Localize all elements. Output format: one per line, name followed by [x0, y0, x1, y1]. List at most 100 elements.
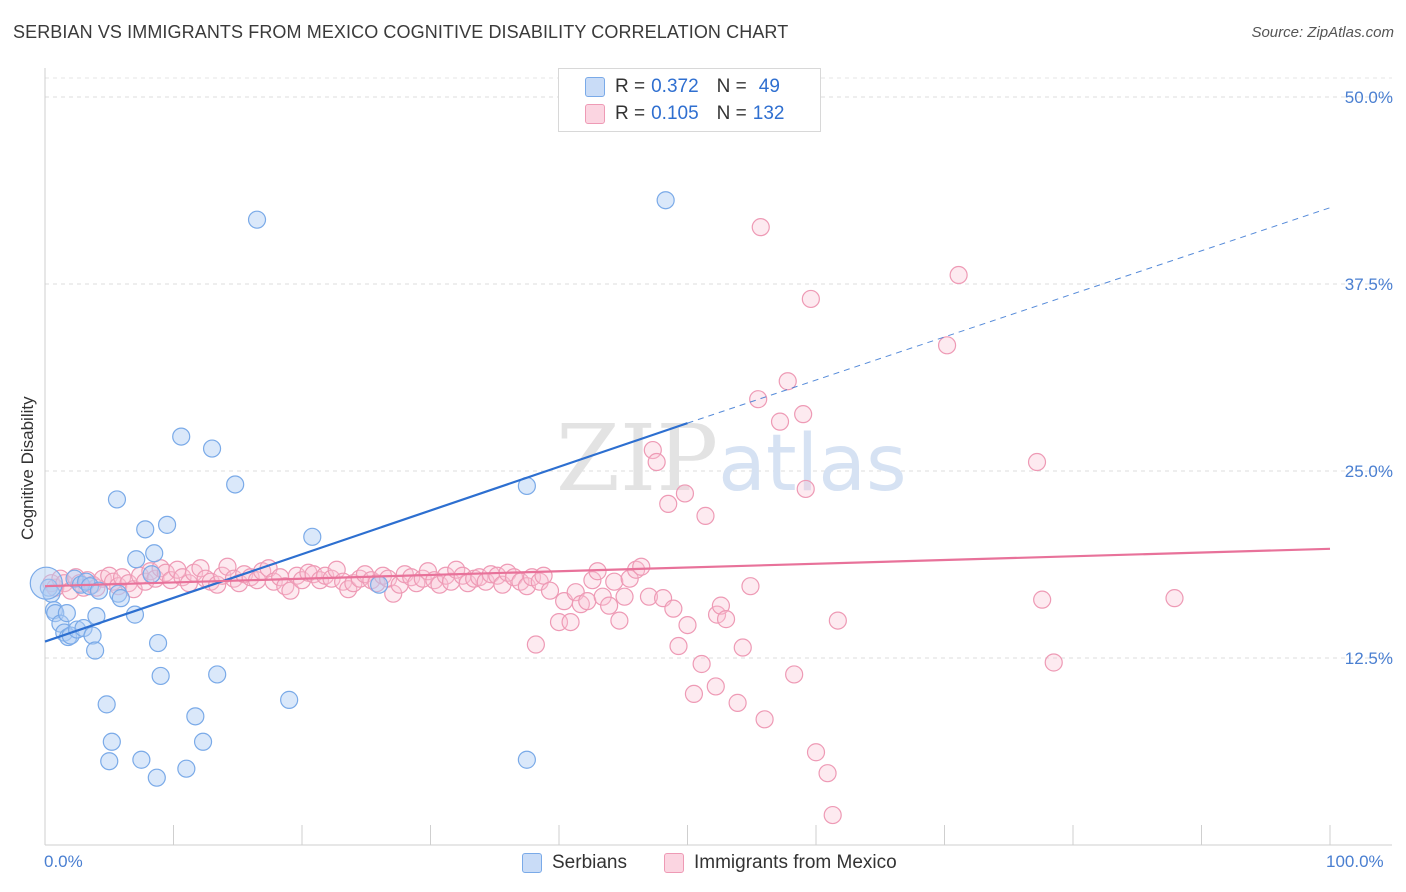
legend-swatch-mexico — [664, 853, 684, 873]
series-serbians — [29, 191, 675, 787]
data-point — [770, 412, 790, 431]
data-point — [669, 636, 688, 656]
data-point — [937, 336, 957, 355]
data-point — [716, 610, 736, 629]
data-point — [202, 439, 222, 458]
data-point — [111, 589, 130, 608]
data-point — [600, 596, 619, 615]
data-point — [132, 750, 151, 769]
data-point — [755, 710, 774, 729]
y-tick-label: 50.0% — [1345, 88, 1393, 107]
data-point — [643, 440, 662, 460]
data-point — [806, 743, 826, 762]
y-tick-label: 37.5% — [1345, 275, 1393, 294]
data-point — [659, 494, 678, 514]
data-point — [147, 768, 166, 787]
data-point — [339, 580, 358, 599]
trend-line-serbians — [44, 422, 688, 643]
data-point — [678, 615, 697, 635]
legend-r-value: 0.105 — [651, 103, 699, 124]
data-point — [785, 665, 804, 684]
y-tick-label: 25.0% — [1345, 462, 1393, 481]
legend-r-value: 0.372 — [651, 76, 699, 97]
data-point — [656, 191, 675, 210]
data-point — [247, 210, 267, 229]
data-point — [107, 490, 127, 509]
data-point — [540, 581, 560, 600]
trend-line-mexico — [44, 547, 1331, 588]
x-tick-max: 100.0% — [1326, 852, 1384, 871]
data-point — [632, 557, 651, 576]
data-point — [741, 577, 760, 596]
data-point — [796, 479, 815, 499]
data-point — [161, 571, 181, 590]
data-point — [127, 550, 146, 569]
data-point — [605, 572, 624, 591]
data-point — [136, 572, 155, 591]
data-point — [711, 596, 731, 615]
correlation-legend: R = 0.372 N = 49 R = 0.105 N = 132 — [558, 68, 821, 132]
trend-lines — [44, 207, 1331, 643]
data-point — [151, 666, 170, 686]
data-point — [561, 612, 580, 632]
data-point — [193, 732, 213, 751]
data-point-large — [29, 566, 63, 600]
legend-item-serbians: Serbians — [522, 852, 627, 874]
data-point — [83, 626, 102, 645]
data-point — [177, 759, 196, 778]
legend-n-value: 132 — [752, 103, 785, 124]
data-point — [208, 665, 227, 684]
data-point — [303, 527, 322, 546]
legend-n-label: N = — [716, 103, 747, 124]
watermark-atlas: atlas — [718, 419, 907, 509]
legend-row-mexico: R = 0.105 N = 132 — [585, 103, 784, 125]
data-point — [578, 592, 597, 611]
data-point — [615, 587, 634, 606]
data-point — [51, 614, 70, 633]
data-point — [684, 684, 704, 704]
legend-swatch-serbians — [522, 853, 542, 873]
axes — [44, 68, 1392, 846]
watermark: ZIPatlas — [556, 405, 907, 512]
data-point — [801, 289, 820, 309]
data-point — [109, 577, 128, 596]
data-point — [733, 638, 752, 657]
data-point — [57, 604, 76, 623]
data-point — [526, 635, 545, 654]
data-point — [610, 611, 629, 630]
data-point — [97, 695, 116, 714]
data-point — [280, 690, 299, 709]
chart-title: SERBIAN VS IMMIGRANTS FROM MEXICO COGNIT… — [13, 22, 789, 42]
data-point — [370, 575, 389, 594]
data-point — [696, 506, 715, 525]
data-point — [583, 571, 602, 590]
data-point — [692, 654, 711, 674]
data-point — [828, 611, 847, 630]
legend-r-label: R = — [615, 76, 646, 97]
data-point — [172, 427, 191, 446]
data-point — [639, 587, 659, 606]
trend-line-serbians-extension — [687, 207, 1331, 424]
data-point — [157, 515, 177, 534]
data-point — [818, 764, 837, 783]
data-point — [1027, 452, 1047, 472]
data-point — [675, 484, 695, 503]
data-point — [728, 693, 747, 712]
data-point — [751, 218, 770, 237]
data-point — [148, 633, 168, 653]
data-point — [593, 587, 612, 606]
data-point — [191, 559, 210, 578]
legend-label-mexico: Immigrants from Mexico — [694, 852, 897, 873]
data-point — [100, 752, 119, 771]
data-point — [87, 578, 106, 597]
y-axis-label: Cognitive Disability — [18, 396, 37, 540]
data-point — [281, 581, 300, 600]
x-tick-min: 0.0% — [44, 852, 83, 871]
data-point — [794, 405, 813, 424]
y-tick-label: 12.5% — [1345, 649, 1393, 668]
data-point — [89, 581, 109, 600]
data-point — [778, 372, 797, 391]
data-point — [226, 475, 245, 494]
data-point — [664, 599, 683, 618]
